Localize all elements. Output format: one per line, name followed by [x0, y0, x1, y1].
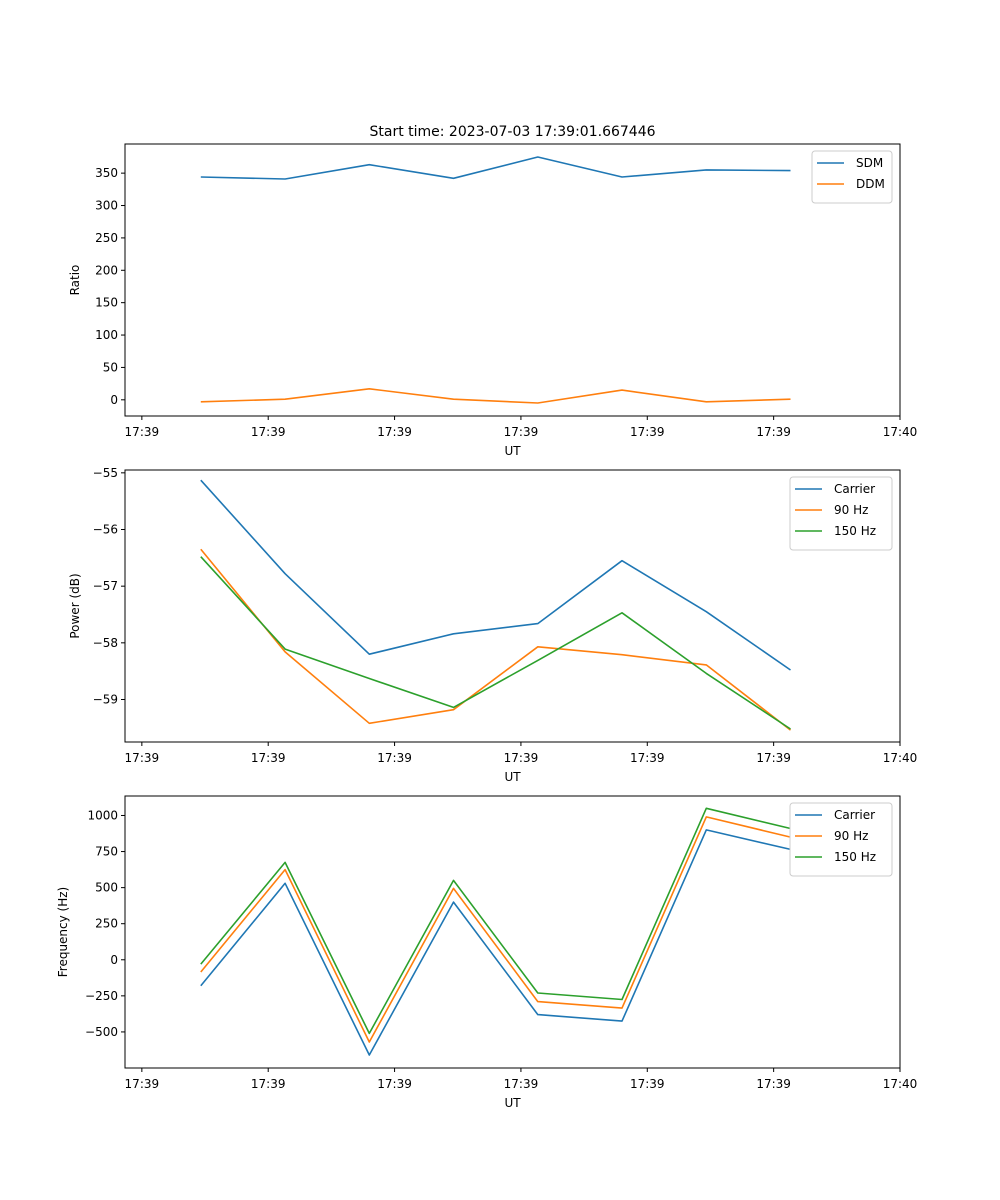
chart-title: Start time: 2023-07-03 17:39:01.667446: [369, 124, 655, 140]
x-tick-label: 17:40: [883, 1077, 918, 1091]
legend-label: 90 Hz: [834, 829, 868, 843]
x-axis-label: UT: [504, 1096, 521, 1110]
y-tick-label: −56: [93, 523, 118, 537]
x-tick-label: 17:39: [377, 1077, 412, 1091]
y-tick-label: 50: [103, 360, 118, 374]
x-tick-label: 17:39: [630, 425, 665, 439]
power-panel: 17:39 17:39 17:39 17:39 17:39 17:39 17:40 −59 −5…: [68, 466, 917, 784]
x-tick-label: 17:39: [377, 751, 412, 765]
y-tick-label: −500: [85, 1025, 118, 1039]
y-tick-label: 350: [95, 166, 118, 180]
legend-label: 90 Hz: [834, 503, 868, 517]
legend-label: SDM: [856, 156, 883, 170]
y-tick-label: 100: [95, 328, 118, 342]
x-tick-label: 17:39: [504, 1077, 539, 1091]
x-tick-label: 17:39: [630, 1077, 665, 1091]
plot-area-frame: [124, 143, 901, 417]
y-tick-label: −55: [93, 466, 118, 480]
legend-label: 150 Hz: [834, 850, 876, 864]
legend-frame: [811, 150, 893, 204]
x-tick-label: 17:39: [251, 751, 286, 765]
y-tick-label: 200: [95, 263, 118, 277]
series-line-sdm: [200, 156, 791, 180]
series-line-carrier: [200, 479, 791, 671]
series-line-150-hz: [200, 556, 791, 730]
legend-label: DDM: [856, 177, 885, 191]
x-tick-label: 17:39: [251, 1077, 286, 1091]
x-tick-label: 17:39: [251, 425, 286, 439]
y-tick-label: 1000: [87, 808, 118, 822]
series-line-150-hz: [200, 807, 791, 1035]
x-tick-label: 17:40: [883, 425, 918, 439]
y-tick-label: 0: [110, 393, 118, 407]
legend: Carrier 90 Hz 150 Hz: [789, 802, 893, 877]
y-tick-label: 750: [95, 845, 118, 859]
y-axis-label: Ratio: [68, 265, 82, 296]
y-axis-label: Power (dB): [68, 573, 82, 638]
legend: SDM DDM: [811, 150, 893, 204]
legend-label: 150 Hz: [834, 524, 876, 538]
y-tick-label: 0: [110, 953, 118, 967]
x-tick-label: 17:39: [630, 751, 665, 765]
x-tick-label: 17:39: [125, 751, 160, 765]
plot-area-frame: [124, 795, 901, 1069]
series-line-90-hz: [200, 816, 791, 1043]
legend-label: Carrier: [834, 808, 875, 822]
x-axis-label: UT: [504, 770, 521, 784]
legend: Carrier 90 Hz 150 Hz: [789, 476, 893, 551]
x-tick-label: 17:39: [504, 751, 539, 765]
y-tick-label: 250: [95, 231, 118, 245]
x-tick-label: 17:39: [756, 751, 791, 765]
legend-label: Carrier: [834, 482, 875, 496]
x-tick-label: 17:39: [756, 425, 791, 439]
y-axis-label: Frequency (Hz): [56, 887, 70, 978]
y-tick-label: −57: [93, 579, 118, 593]
y-tick-label: 500: [95, 881, 118, 895]
x-tick-label: 17:39: [756, 1077, 791, 1091]
ratio-panel: 17:39 17:39 17:39 17:39 17:39 17:39 17:40 0 50 10…: [68, 143, 918, 458]
frequency-panel: 17:39 17:39 17:39 17:39 17:39 17:39 17:40 −500 −…: [56, 795, 918, 1110]
series-line-ddm: [200, 387, 791, 404]
y-tick-label: 150: [95, 296, 118, 310]
y-tick-label: −58: [93, 636, 118, 650]
x-tick-label: 17:39: [125, 1077, 160, 1091]
y-tick-label: −250: [85, 989, 118, 1003]
y-tick-label: 250: [95, 917, 118, 931]
y-tick-label: 300: [95, 199, 118, 213]
x-tick-label: 17:39: [125, 425, 160, 439]
x-tick-label: 17:39: [377, 425, 412, 439]
x-tick-label: 17:40: [883, 751, 918, 765]
series-line-carrier: [200, 829, 791, 1056]
y-tick-label: −59: [93, 693, 118, 707]
plot-area-frame: [124, 469, 901, 743]
x-tick-label: 17:39: [504, 425, 539, 439]
x-axis-label: UT: [504, 444, 521, 458]
